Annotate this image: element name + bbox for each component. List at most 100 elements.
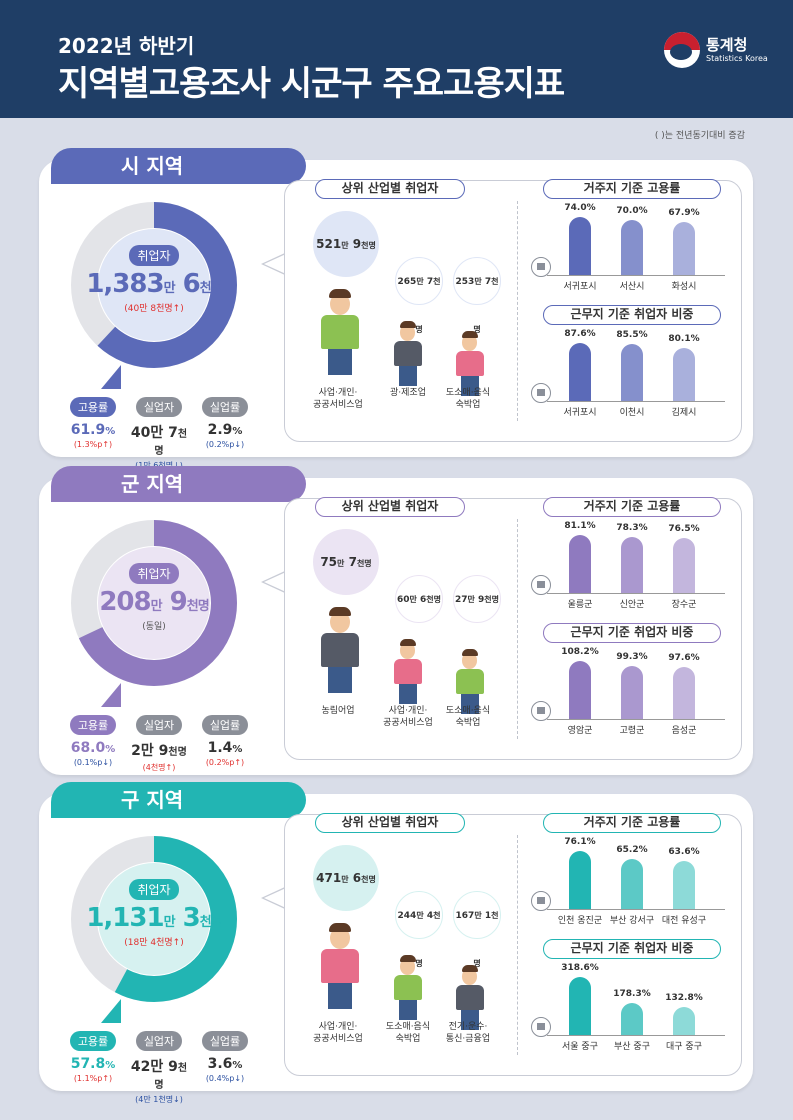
employed-unit-man: 만	[163, 281, 176, 296]
logo-name: 통계청	[706, 36, 748, 54]
worker-figure-icon	[315, 607, 365, 697]
employed-unit-cheon: 천명	[199, 915, 223, 930]
stat-value: 3.6%	[195, 1056, 255, 1072]
employed-value: 1,131만 3천명	[69, 903, 239, 933]
panel-pointer-inner	[264, 254, 286, 274]
logo-eng: Statistics Korea	[706, 54, 768, 63]
donut-employment-rate-arc	[71, 202, 237, 368]
bar-value-label: 99.3%	[616, 651, 648, 662]
bar-value-label: 70.0%	[616, 206, 648, 217]
stat-label: 실업률	[201, 715, 249, 735]
industry-unit-cheon: 천명	[415, 277, 441, 334]
worker-figure-icon	[451, 965, 489, 1033]
industry-unit-cheon: 천명	[426, 595, 442, 604]
stat-number: 40만 7	[130, 425, 178, 441]
panel-divider	[517, 201, 518, 421]
home-icon	[531, 575, 551, 595]
industry-value: 75	[320, 555, 338, 569]
home-icon	[531, 891, 551, 911]
employed-label: 취업자	[129, 563, 179, 584]
stat-unit: %	[232, 744, 243, 755]
industry-title: 상위 산업별 취업자	[315, 179, 465, 199]
bar-category-label: 서귀포시	[563, 408, 597, 418]
industry-value-sub: 9	[352, 237, 362, 251]
bar-category-label: 고령군	[619, 726, 645, 736]
industry-bubble-1: 60만 6천명	[395, 575, 443, 623]
industry-bubble-2: 27만 9천명	[453, 575, 501, 623]
bar-residence-2	[673, 221, 695, 275]
home-icon	[531, 257, 551, 277]
stat-value: 42만 9천명	[129, 1056, 189, 1092]
stat-unit: 천명	[168, 747, 187, 758]
section-title: 군 지역	[51, 466, 306, 502]
industry-bubble-0: 471만 6천명	[313, 845, 379, 911]
stat-number: 1.4	[207, 740, 233, 756]
bar-baseline	[547, 401, 725, 402]
stat-label: 실업률	[201, 397, 249, 417]
stat-change: (1만 6천명↓)	[129, 460, 189, 471]
industry-label: 사업·개인· 공공서비스업	[313, 1022, 363, 1044]
region-section-gun: 군 지역 취업자 208만 9천명 (동일) 고용률 68.0% (0.1%p↓) 실업자 2만…	[39, 466, 753, 775]
bar-category-label: 김제시	[671, 408, 697, 418]
stat-label: 고용률	[69, 1031, 117, 1051]
stat-change: (0.1%p↓)	[73, 758, 113, 767]
employed-change: (동일)	[142, 622, 166, 632]
header-title: 지역별고용조사 시군구 주요고용지표	[58, 64, 565, 104]
bar-category-label: 서울 중구	[562, 1042, 598, 1052]
bar-workplace-2	[673, 347, 695, 401]
taegeuk-icon	[664, 32, 700, 68]
industry-unit-man: 만	[341, 875, 349, 884]
bar-category-label: 울릉군	[567, 600, 593, 610]
bar-category-label: 부산 중구	[614, 1042, 650, 1052]
bar-baseline	[547, 909, 725, 910]
building-icon	[531, 1017, 551, 1037]
stat-1: 실업자 40만 7천명 (1만 6천명↓)	[129, 396, 189, 471]
panel-pointer-inner	[264, 572, 286, 592]
worker-figure-icon	[315, 923, 365, 1013]
employed-value-sub: 9	[169, 587, 188, 617]
industry-value-sub: 7	[484, 277, 492, 287]
industry-unit-cheon: 천명	[361, 875, 376, 884]
stat-number: 61.9	[70, 422, 106, 438]
employed-value-main: 1,383	[86, 269, 164, 299]
donut-center	[98, 229, 210, 341]
industry-label: 사업·개인· 공공서비스업	[313, 388, 363, 410]
employed-unit-cheon: 천명	[199, 281, 223, 296]
residence-title: 거주지 기준 고용률	[543, 497, 721, 517]
stat-change: (0.2%p↑)	[205, 758, 245, 767]
stat-value: 61.9%	[63, 422, 123, 438]
stat-2: 실업률 1.4% (0.2%p↑)	[195, 714, 255, 767]
worker-figure-icon	[389, 955, 427, 1023]
industry-value-sub: 9	[478, 595, 485, 605]
stat-unit: %	[105, 1060, 116, 1071]
bar-value-label: 178.3%	[613, 988, 651, 999]
employed-unit-man: 만	[163, 915, 176, 930]
stat-unit: %	[105, 426, 116, 437]
industry-unit-cheon: 천명	[473, 911, 499, 968]
bar-residence-1	[621, 220, 643, 275]
bar-value-label: 80.1%	[668, 333, 700, 344]
stat-number: 2만 9	[131, 743, 169, 759]
industry-label: 전기·운수· 통신·금융업	[445, 1022, 491, 1044]
bar-workplace-2	[673, 666, 695, 719]
donut-center	[98, 863, 210, 975]
industry-unit-cheon: 천명	[361, 241, 376, 250]
industry-title: 상위 산업별 취업자	[315, 813, 465, 833]
bar-category-label: 화성시	[671, 282, 697, 292]
bar-value-label: 97.6%	[668, 652, 700, 663]
industry-bubble-0: 75만 7천명	[313, 529, 379, 595]
bar-residence-0	[569, 217, 591, 275]
industry-unit-man: 만	[474, 277, 482, 286]
industry-title: 상위 산업별 취업자	[315, 497, 465, 517]
detail-panel: 상위 산업별 취업자 471만 6천명 사업·개인· 공공서비스업 244만 4천명 도…	[284, 813, 742, 1076]
stat-change: (4만 1천명↓)	[135, 1095, 183, 1104]
stat-unit: %	[105, 744, 116, 755]
panel-divider	[517, 519, 518, 739]
region-section-gu: 구 지역 취업자 1,131만 3천명 (18만 4천명↑) 고용률 57.8% (1.1%…	[39, 782, 753, 1104]
stat-label: 고용률	[69, 715, 117, 735]
stat-1: 실업자 42만 9천명 (4만 1천명↓)	[129, 1030, 189, 1105]
bar-category-label: 대전 유성구	[661, 916, 707, 926]
industry-value: 60	[396, 595, 410, 605]
stat-value: 1.4%	[195, 740, 255, 756]
industry-label: 광·제조업	[390, 388, 426, 398]
